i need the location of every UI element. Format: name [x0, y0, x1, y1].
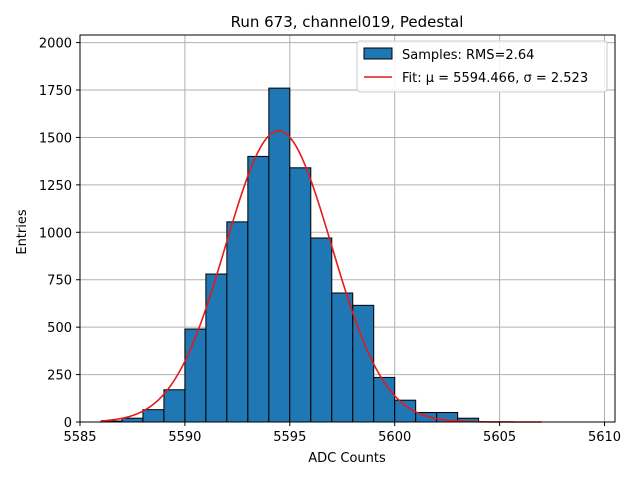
histogram-bar — [310, 237, 333, 423]
histogram-bar — [121, 417, 144, 423]
chart-title: Run 673, channel019, Pedestal — [231, 13, 464, 31]
histogram-bar — [373, 376, 396, 423]
x-tick-label: 5600 — [378, 430, 411, 445]
x-tick-label: 5585 — [63, 430, 96, 445]
y-axis-ticks: 0 250 500 750 1000 1250 1500 1750 2000 — [39, 37, 80, 431]
histogram-bar — [226, 221, 249, 423]
x-axis-label: ADC Counts — [308, 451, 386, 466]
histogram-bar — [205, 273, 228, 423]
x-tick-label: 5605 — [483, 430, 516, 445]
y-tick-label: 1250 — [39, 179, 72, 194]
histogram-bar — [331, 292, 354, 423]
y-tick-label: 500 — [47, 321, 72, 336]
histogram-bar — [184, 328, 207, 423]
histogram-bar — [268, 87, 291, 423]
legend-label-fit: Fit: μ = 5594.466, σ = 2.523 — [402, 71, 588, 86]
legend-patch-samples — [363, 47, 393, 60]
legend-box — [356, 40, 608, 93]
x-tick-label: 5610 — [588, 430, 621, 445]
y-axis-label: Entries — [15, 209, 30, 255]
x-tick-label: 5595 — [273, 430, 306, 445]
y-tick-label: 750 — [47, 274, 72, 289]
x-tick-label: 5590 — [168, 430, 201, 445]
histogram-bar — [247, 155, 270, 423]
plot-frame — [79, 34, 616, 423]
legend: Samples: RMS=2.64 Fit: μ = 5594.466, σ =… — [356, 40, 608, 93]
histogram-bar — [394, 399, 417, 423]
histogram-bars — [100, 87, 480, 423]
histogram-bar — [142, 409, 165, 423]
legend-label-samples: Samples: RMS=2.64 — [402, 48, 534, 63]
histogram-bar — [289, 167, 312, 423]
y-tick-label: 1500 — [39, 131, 72, 146]
y-tick-label: 250 — [47, 369, 72, 384]
histogram-bar — [163, 389, 186, 423]
y-tick-label: 2000 — [39, 37, 72, 52]
y-tick-label: 1750 — [39, 84, 72, 99]
y-tick-label: 1000 — [39, 226, 72, 241]
y-tick-label: 0 — [64, 416, 72, 431]
x-axis-ticks: 5585 5590 5595 5600 5605 5610 — [63, 422, 621, 445]
